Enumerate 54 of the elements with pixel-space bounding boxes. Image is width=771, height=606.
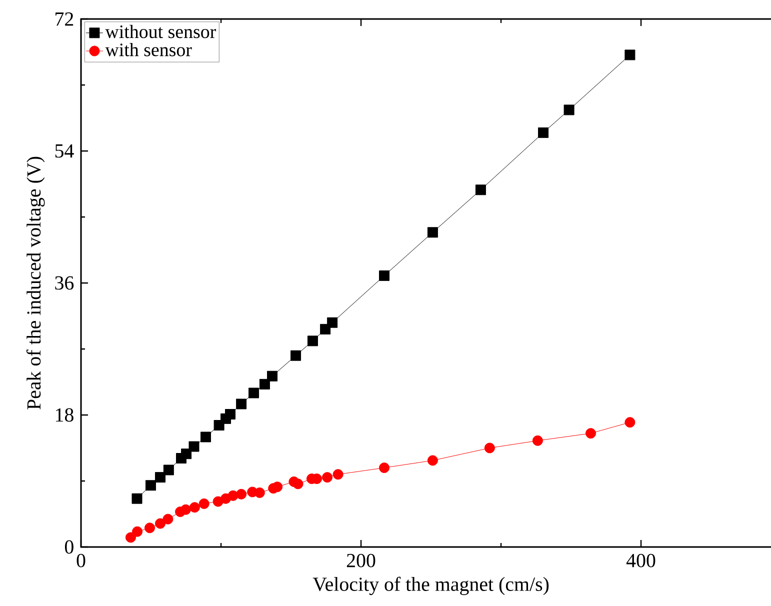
point bbox=[198, 498, 210, 509]
x-tick-label: 400 bbox=[626, 554, 656, 568]
point bbox=[125, 532, 136, 543]
point bbox=[200, 432, 211, 442]
point bbox=[378, 462, 390, 474]
point bbox=[538, 127, 549, 138]
point bbox=[189, 502, 200, 513]
point bbox=[144, 522, 155, 534]
y-tick-label: 54 bbox=[55, 144, 74, 158]
x-tick-label: 200 bbox=[346, 554, 376, 568]
y-tick-label: 18 bbox=[56, 408, 74, 422]
x-tick-label: 0 bbox=[76, 554, 86, 568]
point bbox=[236, 398, 247, 410]
point bbox=[427, 455, 438, 466]
point bbox=[254, 487, 265, 498]
point bbox=[378, 270, 390, 281]
point bbox=[180, 504, 191, 515]
point bbox=[475, 184, 486, 196]
point bbox=[307, 336, 318, 346]
point bbox=[322, 472, 333, 483]
y-tick-label: 72 bbox=[56, 12, 74, 26]
point bbox=[624, 50, 636, 60]
point bbox=[272, 482, 283, 492]
point bbox=[162, 514, 174, 524]
y-tick-label: 0 bbox=[64, 540, 74, 554]
point bbox=[267, 370, 278, 382]
legend-label: with sensor bbox=[105, 42, 192, 56]
point bbox=[427, 227, 438, 238]
point bbox=[155, 518, 166, 529]
point bbox=[624, 417, 636, 428]
y-tick-label: 36 bbox=[55, 276, 74, 290]
point bbox=[564, 104, 574, 116]
point bbox=[292, 478, 304, 490]
point bbox=[225, 409, 236, 420]
point bbox=[484, 442, 495, 454]
point bbox=[228, 490, 238, 501]
x-axis-title: Velocity of the magnet (cm/s) bbox=[312, 576, 549, 596]
point bbox=[236, 488, 247, 500]
point bbox=[188, 441, 200, 452]
point bbox=[155, 472, 166, 483]
point bbox=[248, 388, 260, 398]
point bbox=[290, 350, 302, 361]
point bbox=[332, 469, 344, 480]
point bbox=[132, 526, 143, 537]
point bbox=[181, 448, 192, 460]
point bbox=[586, 428, 596, 439]
point bbox=[259, 378, 270, 390]
point bbox=[145, 480, 156, 491]
point bbox=[532, 435, 543, 446]
y-axis-title: Peak of the induced voltage (V) bbox=[26, 156, 45, 410]
point bbox=[327, 317, 338, 328]
legend-label: without sensor bbox=[105, 24, 216, 38]
point bbox=[132, 493, 142, 504]
point bbox=[163, 464, 174, 476]
